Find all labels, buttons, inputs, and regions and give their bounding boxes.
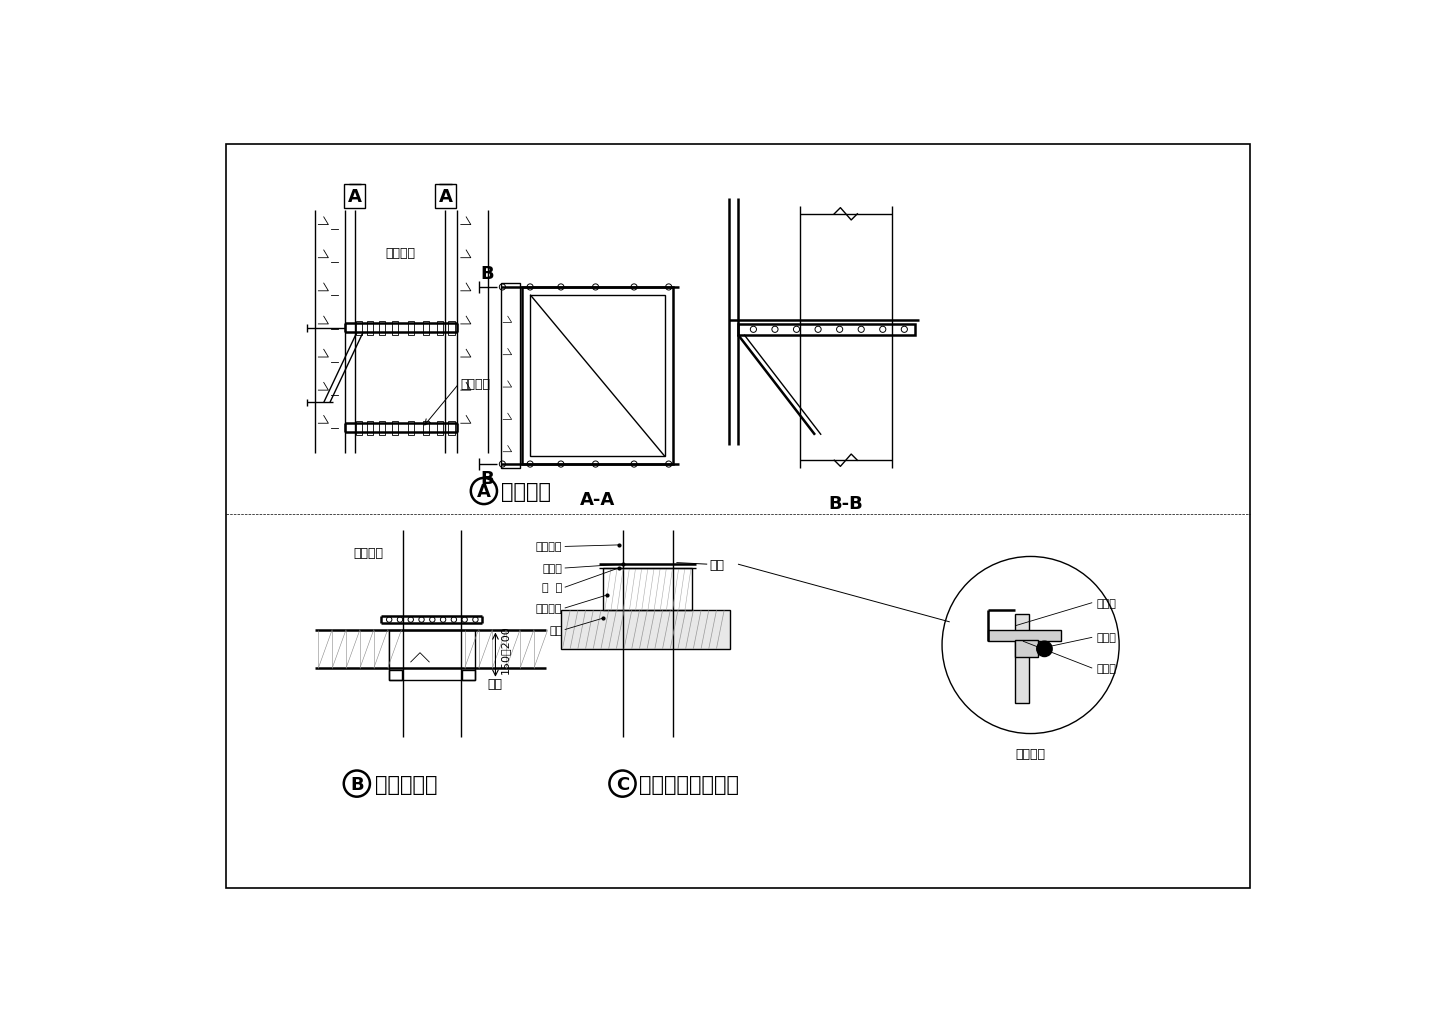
Bar xyxy=(367,322,373,335)
Text: A-A: A-A xyxy=(579,490,615,508)
Bar xyxy=(423,322,429,335)
Bar xyxy=(523,287,672,465)
Text: A: A xyxy=(477,483,491,500)
Bar xyxy=(356,322,363,335)
Text: B-B: B-B xyxy=(828,494,863,512)
Bar xyxy=(389,630,475,680)
Text: 密封坐: 密封坐 xyxy=(1096,633,1116,643)
Text: C: C xyxy=(616,774,629,793)
Bar xyxy=(739,325,914,335)
Text: 金属风管: 金属风管 xyxy=(536,542,563,552)
Bar xyxy=(562,610,730,649)
Bar xyxy=(436,322,444,335)
Text: 防雨罩: 防雨罩 xyxy=(1096,663,1116,674)
Bar xyxy=(408,322,413,335)
Text: A: A xyxy=(438,187,452,206)
Text: 楼板: 楼板 xyxy=(488,678,503,690)
Bar xyxy=(408,422,413,435)
Text: 垂直风管: 垂直风管 xyxy=(501,482,552,501)
Text: 局部: 局部 xyxy=(710,558,724,571)
Bar xyxy=(423,422,429,435)
Text: 屋面: 屋面 xyxy=(549,625,563,635)
Bar xyxy=(379,422,386,435)
Bar xyxy=(379,322,386,335)
Text: 穿天面风管剖视图: 穿天面风管剖视图 xyxy=(639,773,740,794)
Bar xyxy=(448,322,455,335)
Bar xyxy=(435,184,456,209)
Bar xyxy=(392,322,399,335)
Bar xyxy=(1015,614,1030,703)
Text: 局部大样: 局部大样 xyxy=(1015,748,1045,760)
Text: 金属风管: 金属风管 xyxy=(353,546,383,559)
Text: 角锂法兰: 角锂法兰 xyxy=(461,377,491,390)
Text: 防水结构: 防水结构 xyxy=(536,603,563,613)
Bar xyxy=(448,422,455,435)
Bar xyxy=(462,671,475,680)
Text: 150～200: 150～200 xyxy=(500,625,510,674)
Bar xyxy=(1015,640,1038,657)
Bar xyxy=(530,296,665,457)
Text: B: B xyxy=(480,265,494,283)
Bar xyxy=(436,422,444,435)
Bar xyxy=(356,422,363,435)
Text: 金属风管: 金属风管 xyxy=(386,247,416,260)
Text: 防雨罩: 防雨罩 xyxy=(543,564,563,574)
Bar xyxy=(392,422,399,435)
Bar xyxy=(344,184,366,209)
Text: A: A xyxy=(347,187,361,206)
Text: B: B xyxy=(480,470,494,487)
Bar xyxy=(501,284,520,469)
Bar xyxy=(988,631,1061,642)
Text: 过楼板风管: 过楼板风管 xyxy=(374,773,438,794)
Text: B: B xyxy=(350,774,364,793)
Text: 铆  钉: 铆 钉 xyxy=(543,583,563,593)
Circle shape xyxy=(1037,642,1053,657)
Bar xyxy=(603,569,691,610)
Bar xyxy=(367,422,373,435)
Text: 角锂溦: 角锂溦 xyxy=(1096,598,1116,608)
Bar xyxy=(389,671,402,680)
